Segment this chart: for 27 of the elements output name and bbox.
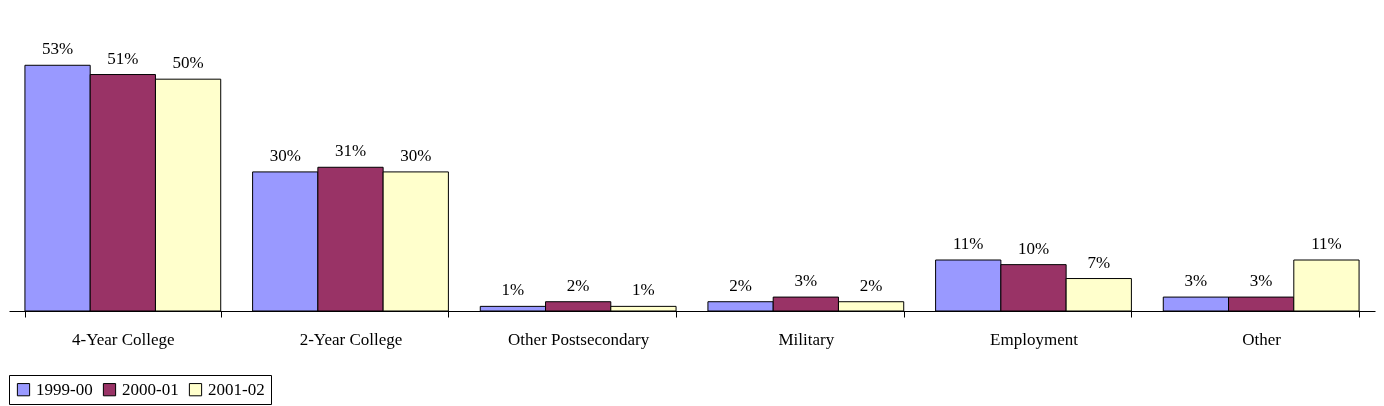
data-label: 53% bbox=[41, 39, 74, 59]
x-tick-label: Military bbox=[778, 329, 835, 349]
x-tick-label: Other Postsecondary bbox=[508, 329, 650, 349]
data-label: 11% bbox=[952, 234, 984, 253]
data-label: 11% bbox=[1311, 234, 1342, 253]
legend-label: 2000-01 bbox=[122, 379, 179, 399]
data-label: 2% bbox=[566, 275, 590, 295]
data-label: 7% bbox=[1087, 252, 1111, 272]
data-label: 2% bbox=[859, 275, 883, 295]
data-label: 2% bbox=[729, 275, 752, 295]
data-label: 30% bbox=[269, 145, 301, 165]
data-label: 1% bbox=[632, 280, 655, 300]
x-tick-label: Other bbox=[1242, 329, 1282, 349]
data-label: 51% bbox=[107, 48, 139, 68]
x-tick-label: 4-Year College bbox=[72, 329, 175, 349]
data-label: 3% bbox=[794, 271, 818, 291]
data-label: 10% bbox=[1017, 238, 1050, 258]
data-label: 1% bbox=[501, 280, 525, 300]
data-label: 31% bbox=[334, 141, 367, 161]
legend-label: 1999-00 bbox=[36, 379, 93, 399]
x-tick-label: Employment bbox=[990, 329, 1079, 349]
legend-label: 2001-02 bbox=[208, 379, 265, 399]
data-label: 50% bbox=[172, 53, 204, 73]
x-tick-label: 2-Year College bbox=[299, 329, 403, 349]
data-label: 3% bbox=[1249, 271, 1273, 291]
data-label: 3% bbox=[1184, 271, 1208, 291]
data-label: 30% bbox=[400, 145, 432, 165]
